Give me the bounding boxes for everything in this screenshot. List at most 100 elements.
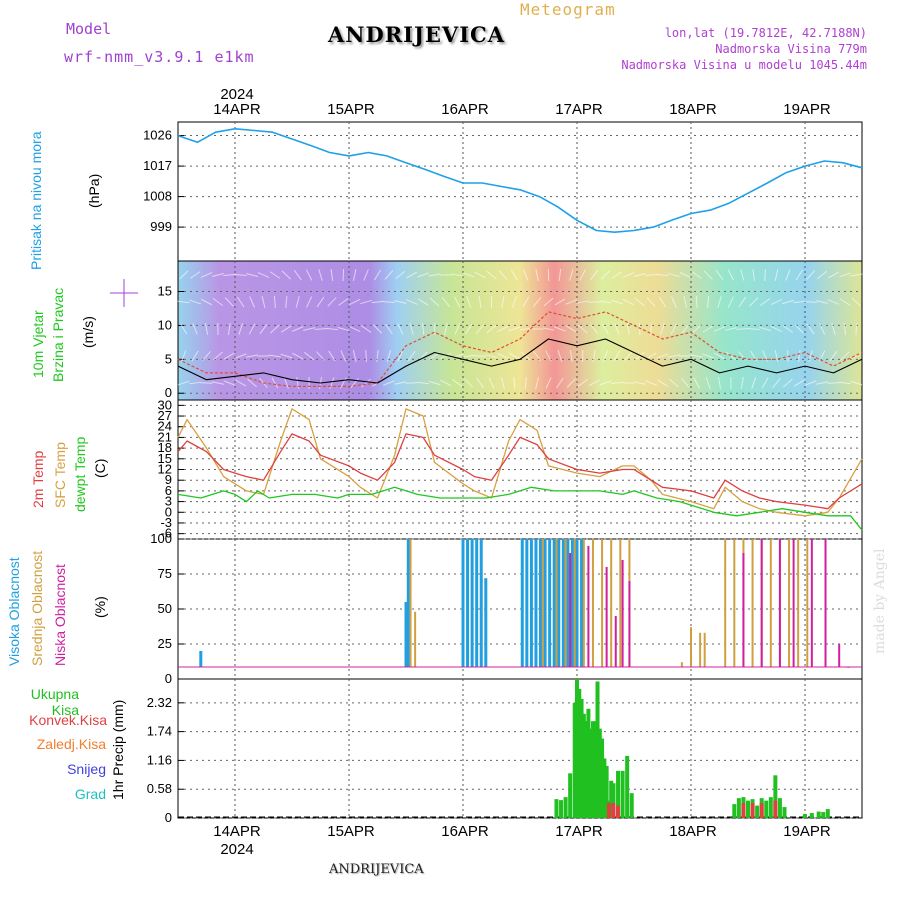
- wind-arrow: [588, 379, 600, 387]
- wind-arrow: [749, 297, 759, 307]
- wind-arrow: [349, 298, 361, 306]
- top-date-label: 17APR: [555, 101, 603, 118]
- wind-arrow: [192, 323, 198, 335]
- wind-arrow: [295, 296, 300, 308]
- wind-arrow: [476, 377, 484, 389]
- wind-arrow: [532, 297, 542, 307]
- wind-arrow: [497, 325, 509, 333]
- wind-arrow: [535, 269, 539, 281]
- cloud-bar-high: [404, 602, 408, 667]
- wind-arrow: [453, 296, 461, 308]
- wind-arrow: [271, 377, 279, 389]
- y-tick-label: 100: [150, 531, 172, 546]
- wind-arrow: [318, 269, 323, 281]
- wind-arrow: [599, 380, 612, 386]
- wind-arrow: [535, 377, 540, 389]
- wind-arrow: [270, 324, 280, 334]
- cloud-bar-high: [199, 651, 203, 667]
- wind-arrow: [259, 323, 268, 335]
- wind-arrow: [501, 296, 505, 308]
- wind-arrow: [670, 323, 678, 335]
- wind-arrow: [808, 350, 813, 362]
- wind-arrow: [522, 296, 530, 308]
- wind-arrow: [622, 298, 634, 306]
- y-tick-label: 25: [158, 636, 172, 651]
- precip-bar-total: [773, 775, 778, 818]
- y-tick-label: -6: [160, 526, 172, 541]
- wind-arrow: [462, 354, 475, 358]
- cloud-bar-high: [466, 539, 470, 667]
- wind-arrow: [761, 377, 769, 389]
- legend-conv-rain: Konvek.Kisa: [29, 712, 107, 728]
- precip-bar-total: [593, 721, 598, 818]
- wind-arrow: [600, 270, 611, 280]
- wind-arrow: [554, 326, 566, 332]
- wind-arrow: [633, 381, 646, 385]
- wind-arrow: [417, 272, 429, 278]
- altitude-label: Nadmorska Visina 779m: [715, 42, 867, 56]
- cloud-bar-mid: [409, 539, 412, 667]
- precip-bar-conv: [750, 803, 755, 818]
- cloud-bar-mid: [541, 539, 544, 667]
- cloud-bar-mid: [619, 539, 622, 667]
- wind-arrow: [633, 273, 646, 277]
- wind-arrow: [200, 272, 213, 278]
- cloud-bar-low: [810, 539, 813, 667]
- top-date-label: 15APR: [327, 101, 375, 118]
- wind-arrow: [520, 351, 531, 361]
- y-tick-label: 15: [158, 451, 172, 466]
- wind-arrow: [855, 322, 858, 336]
- wind-arrow: [774, 269, 779, 281]
- y-tick-label: 10: [158, 317, 172, 332]
- wind-arrow: [565, 299, 578, 305]
- wind-arrow: [649, 322, 653, 336]
- wind-arrow: [464, 378, 474, 388]
- wind-arrow: [839, 272, 851, 278]
- cloud-bar-high: [534, 539, 538, 667]
- cloud-bar-mid: [591, 539, 594, 667]
- wind-arrow: [417, 298, 429, 306]
- wind-arrow: [602, 350, 609, 362]
- cloud-bar-high: [566, 539, 570, 667]
- cloud-bar-mid: [699, 632, 702, 667]
- model-label: Model: [66, 20, 112, 38]
- wind-arrow: [727, 296, 734, 308]
- wind-arrow: [702, 353, 714, 359]
- y-tick-label: 75: [158, 566, 172, 581]
- cloud-bar-high: [580, 539, 584, 667]
- cloud-bar-mid: [564, 539, 567, 667]
- wind-arrow: [705, 377, 711, 389]
- cloud-bar-high: [525, 539, 529, 667]
- wind-arrow: [394, 381, 407, 385]
- wind-arrow: [590, 269, 599, 281]
- precip-bar-total: [563, 797, 568, 818]
- wind-arrow: [405, 382, 418, 384]
- precip-bar-total: [579, 698, 584, 818]
- wind-arrow: [283, 377, 289, 389]
- wind-arrow: [371, 300, 384, 304]
- wind-arrow: [350, 377, 359, 389]
- wind-arrow: [599, 300, 612, 304]
- wind-arrow: [365, 349, 367, 363]
- precip-bar-conv: [611, 803, 616, 818]
- wind-arrow: [382, 301, 395, 303]
- precip-bar-total: [600, 738, 605, 818]
- wind-arrow: [703, 270, 713, 280]
- wind-arrow: [285, 295, 288, 309]
- wind-arrow: [577, 324, 588, 334]
- wind-arrow: [839, 298, 851, 306]
- wind-arrow: [305, 269, 313, 281]
- y-tick-label: 50: [158, 601, 172, 616]
- model-name: wrf-nmm_v3.9.1 e1km: [64, 48, 255, 66]
- top-date-label: 14APR: [213, 101, 261, 118]
- wind-arrow: [316, 296, 325, 308]
- wind-arrow: [783, 378, 793, 388]
- bottom-date-label: 18APR: [669, 823, 717, 840]
- cloud-bar-high: [570, 539, 574, 667]
- wind-arrow: [405, 299, 418, 305]
- wind-arrow: [189, 381, 202, 385]
- y-tick-label: 0.58: [147, 781, 172, 796]
- top-date-label: 18APR: [669, 101, 717, 118]
- wind-arrow: [466, 296, 472, 308]
